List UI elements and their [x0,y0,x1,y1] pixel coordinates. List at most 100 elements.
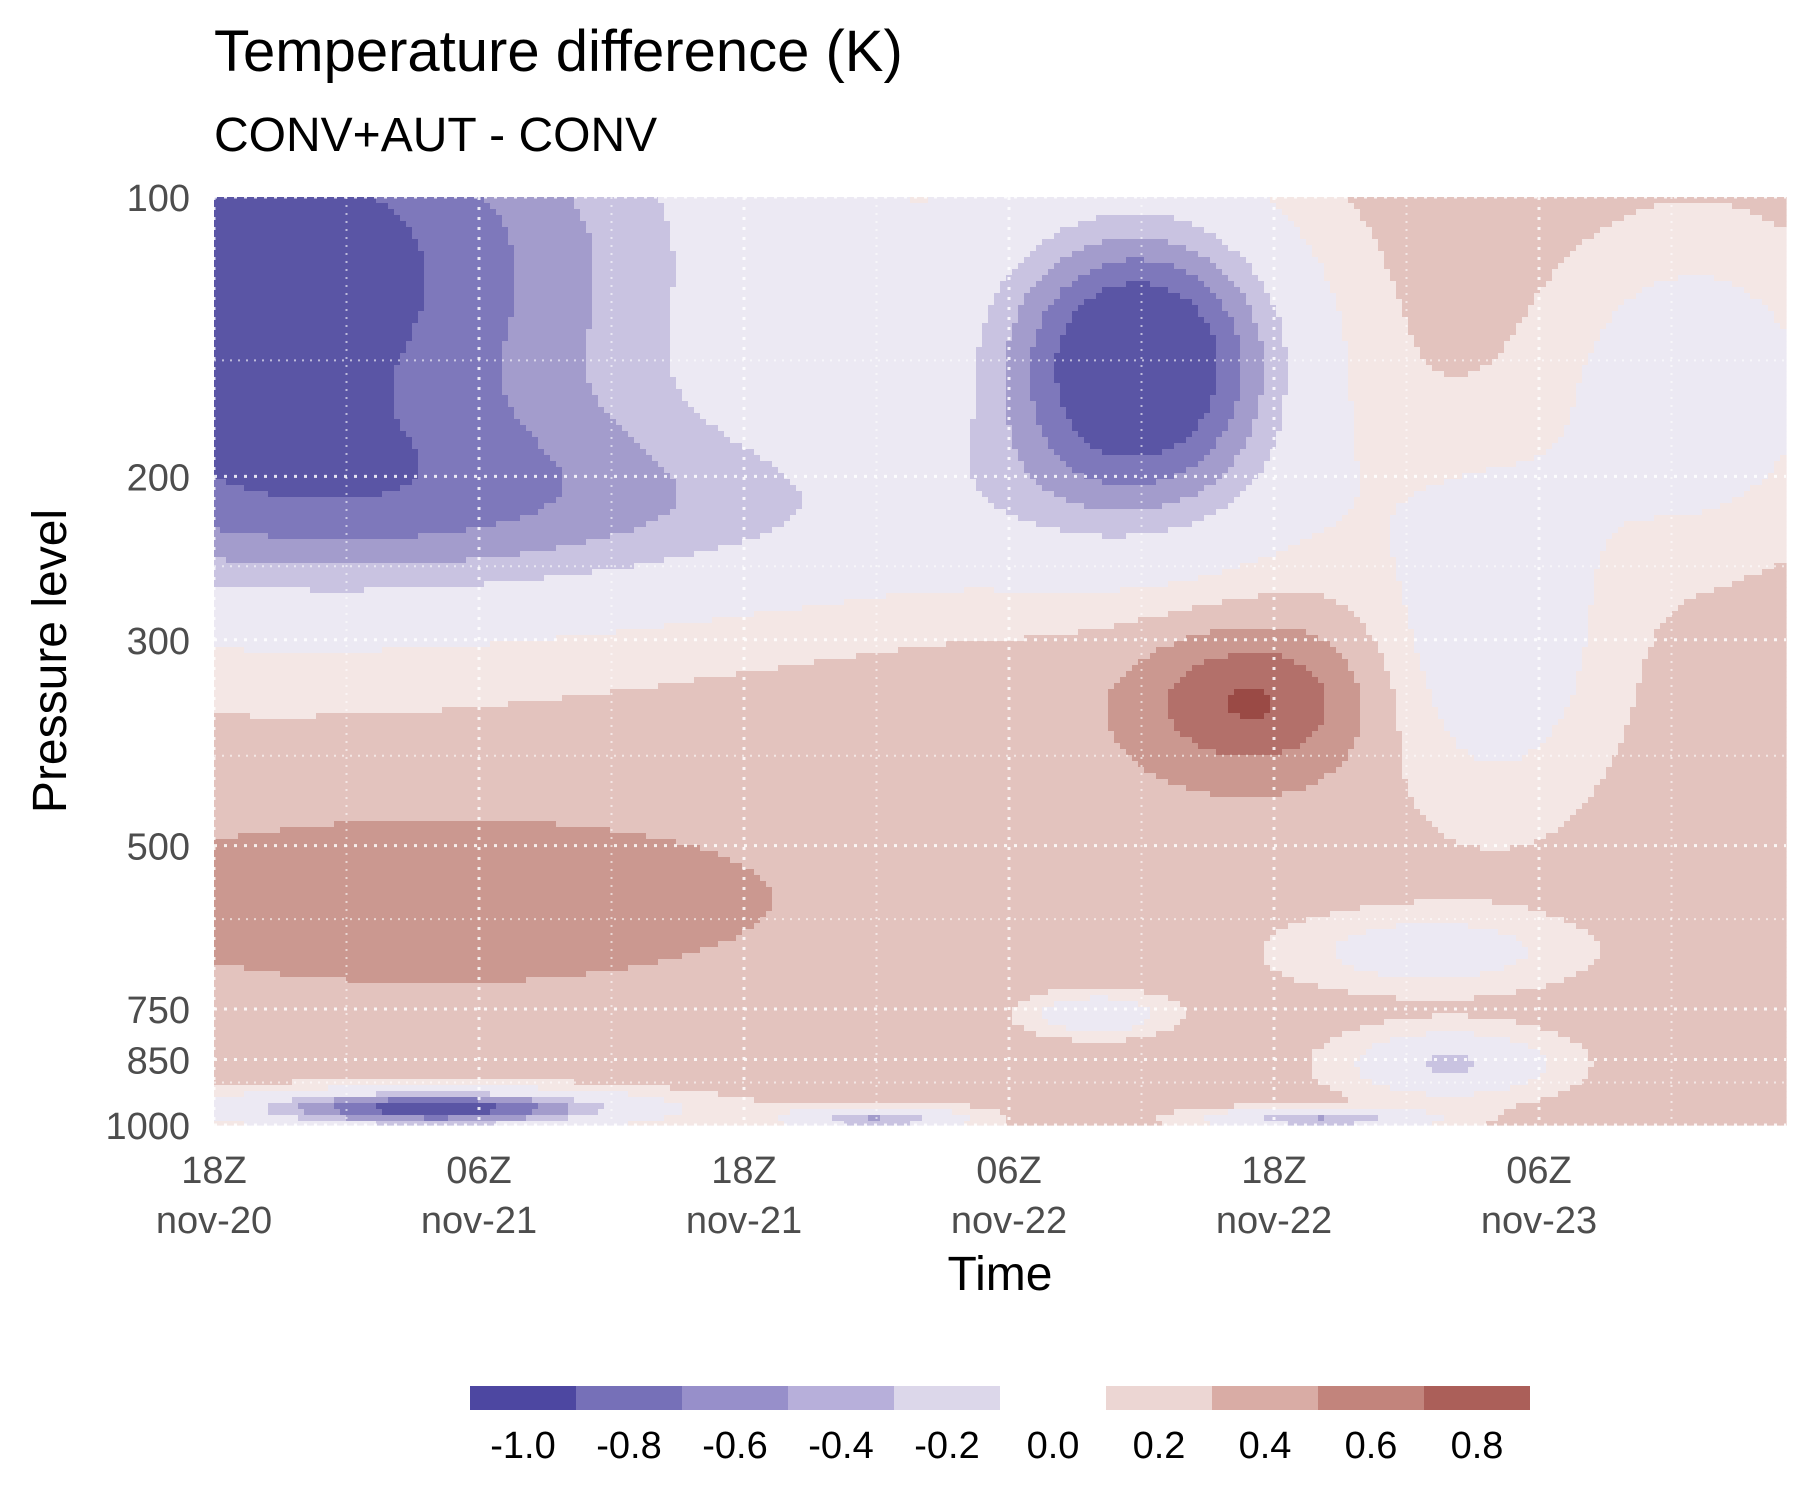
contour-cell [1036,239,1043,246]
contour-cell [640,215,647,222]
contour-cell [298,263,305,270]
contour-cell [322,293,329,300]
contour-cell [478,215,485,222]
contour-cell [1744,281,1751,288]
contour-cell [1006,233,1013,240]
contour-cell [220,203,227,210]
contour-cell [826,287,833,294]
contour-cell [1138,293,1145,300]
contour-cell [1294,293,1301,300]
contour-cell [1276,203,1283,210]
contour-cell [820,197,827,204]
contour-cell [1534,287,1541,294]
contour-cell [1384,269,1391,276]
contour-cell [808,287,815,294]
contour-cell [1090,281,1097,288]
contour-cell [1414,251,1421,258]
contour-cell [1702,257,1709,264]
contour-cell [934,197,941,204]
contour-cell [1408,269,1415,276]
contour-cell [1438,293,1445,300]
contour-cell [514,275,521,282]
contour-cell [214,293,221,300]
contour-cell [310,257,317,264]
contour-cell [1486,245,1493,252]
contour-cell [736,269,743,276]
contour-cell [454,257,461,264]
contour-cell [214,269,221,276]
contour-cell [1510,203,1517,210]
contour-cell [1390,221,1397,228]
contour-cell [1312,257,1319,264]
contour-cell [1612,233,1619,240]
contour-cell [694,215,701,222]
contour-cell [1402,287,1409,294]
contour-cell [730,257,737,264]
contour-cell [340,257,347,264]
contour-cell [1144,293,1151,300]
contour-cell [1132,257,1139,264]
contour-cell [268,299,275,306]
contour-cell [706,293,713,300]
contour-cell [1366,263,1373,270]
contour-cell [1354,239,1361,246]
contour-cell [1756,263,1763,270]
contour-cell [436,293,443,300]
contour-cell [1216,305,1223,312]
contour-cell [1042,287,1049,294]
contour-cell [538,197,545,204]
contour-cell [628,233,635,240]
contour-cell [760,287,767,294]
contour-cell [436,245,443,252]
contour-cell [1480,197,1487,204]
contour-cell [1078,209,1085,216]
contour-cell [754,305,761,312]
contour-cell [520,263,527,270]
contour-cell [1594,263,1601,270]
contour-cell [856,215,863,222]
contour-cell [742,227,749,234]
contour-cell [1168,293,1175,300]
contour-cell [1048,257,1055,264]
contour-cell [592,239,599,246]
contour-cell [1348,245,1355,252]
contour-cell [508,197,515,204]
contour-cell [1666,245,1673,252]
contour-cell [1648,287,1655,294]
contour-cell [934,209,941,216]
contour-cell [1366,233,1373,240]
contour-cell [1294,239,1301,246]
contour-cell [442,203,449,210]
contour-cell [1150,275,1157,282]
contour-cell [736,281,743,288]
contour-cell [556,257,563,264]
contour-cell [1228,251,1235,258]
contour-cell [1114,275,1121,282]
contour-cell [790,203,797,210]
contour-cell [1564,227,1571,234]
contour-cell [694,197,701,204]
contour-cell [556,251,563,258]
contour-cell [742,299,749,306]
contour-cell [1624,197,1631,204]
contour-cell [1186,239,1193,246]
contour-cell [568,197,575,204]
contour-cell [286,269,293,276]
contour-cell [418,209,425,216]
contour-cell [580,281,587,288]
contour-cell [856,281,863,288]
contour-cell [1516,197,1523,204]
contour-cell [754,239,761,246]
contour-cell [1600,263,1607,270]
contour-cell [982,299,989,306]
contour-cell [1210,299,1217,306]
contour-cell [946,281,953,288]
contour-cell [1630,245,1637,252]
contour-cell [1354,233,1361,240]
contour-cell [1486,257,1493,264]
contour-cell [1306,305,1313,312]
contour-cell [1270,221,1277,228]
contour-cell [598,251,605,258]
contour-cell [1270,299,1277,306]
contour-cell [1636,299,1643,306]
